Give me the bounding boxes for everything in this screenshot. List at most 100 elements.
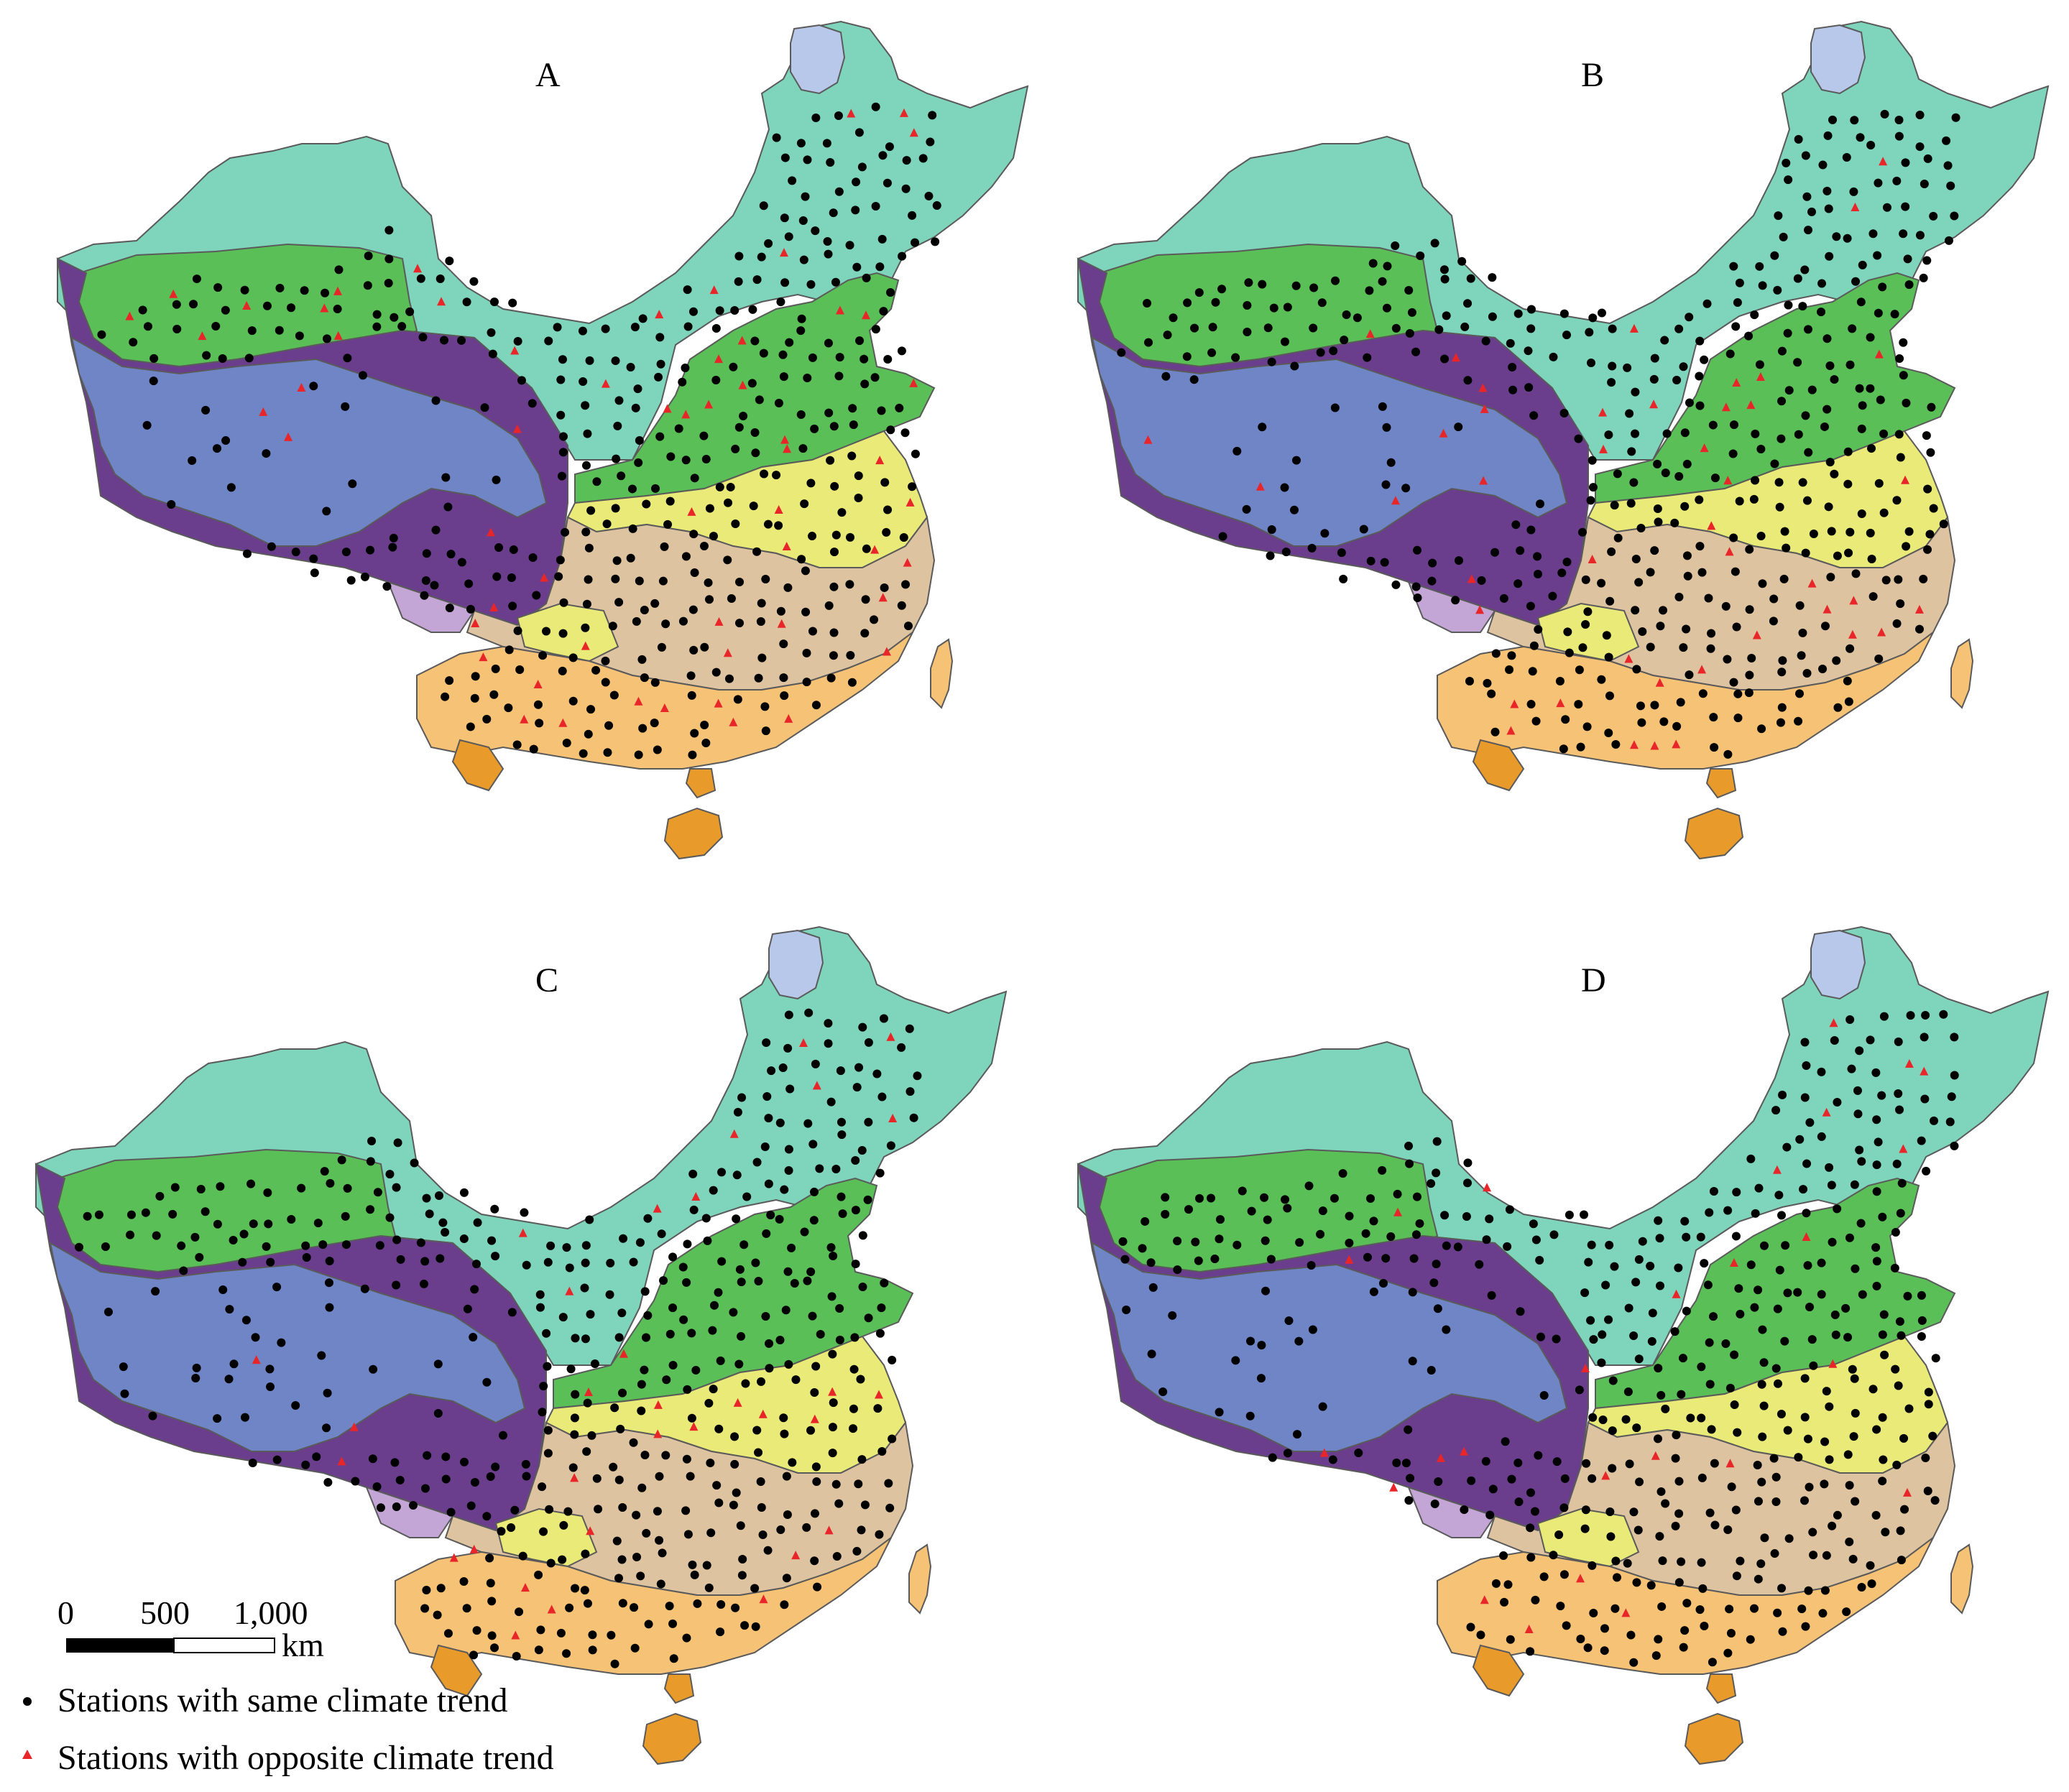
same-trend-station-marker	[488, 349, 497, 359]
same-trend-station-marker	[1626, 1630, 1636, 1640]
same-trend-station-marker	[1231, 353, 1240, 362]
panel-c: C	[35, 926, 1007, 1765]
same-trend-station-marker	[1207, 348, 1217, 357]
same-trend-station-marker	[1404, 1425, 1413, 1434]
same-trend-station-marker	[752, 1158, 762, 1167]
same-trend-station-marker	[681, 552, 691, 561]
same-trend-station-marker	[558, 448, 568, 457]
same-trend-station-marker	[737, 1571, 747, 1580]
same-trend-station-marker	[1638, 627, 1647, 636]
same-trend-station-marker	[1600, 1646, 1609, 1655]
same-trend-station-marker	[1366, 1194, 1376, 1204]
same-trend-station-marker	[661, 619, 671, 629]
same-trend-station-marker	[1411, 582, 1421, 591]
same-trend-station-marker	[1874, 1137, 1883, 1147]
same-trend-station-marker	[802, 1523, 811, 1532]
same-trend-station-marker	[1530, 1507, 1539, 1516]
same-trend-station-marker	[642, 1333, 651, 1342]
opposite-trend-station-marker	[1651, 1451, 1660, 1460]
same-trend-station-marker	[1923, 484, 1932, 494]
same-trend-station-marker	[1744, 688, 1754, 698]
same-trend-station-marker	[1853, 1109, 1863, 1119]
same-trend-station-marker	[120, 1389, 129, 1398]
same-trend-station-marker	[783, 1510, 792, 1520]
same-trend-station-marker	[809, 1216, 819, 1225]
same-trend-station-marker	[1526, 601, 1535, 611]
same-trend-station-marker	[730, 306, 739, 315]
same-trend-station-marker	[1337, 548, 1346, 558]
same-trend-station-marker	[614, 598, 624, 607]
same-trend-station-marker	[529, 744, 538, 754]
same-trend-station-marker	[932, 200, 941, 210]
same-trend-station-marker	[665, 1329, 675, 1339]
same-trend-station-marker	[590, 1359, 599, 1368]
same-trend-station-marker	[1503, 1242, 1512, 1251]
same-trend-station-marker	[752, 275, 762, 285]
opposite-trend-station-marker	[782, 542, 791, 551]
same-trend-station-marker	[1173, 1237, 1182, 1246]
same-trend-station-marker	[734, 422, 744, 432]
same-trend-station-marker	[1736, 1556, 1745, 1566]
same-trend-station-marker	[1795, 601, 1805, 610]
same-trend-station-marker	[83, 1211, 92, 1221]
same-trend-station-marker	[815, 1164, 824, 1173]
same-trend-station-marker	[425, 1209, 434, 1219]
opposite-trend-station-marker	[1483, 1183, 1492, 1192]
panel-label-a: A	[535, 56, 561, 94]
same-trend-station-marker	[368, 1454, 377, 1464]
opposite-trend-station-marker	[723, 648, 732, 657]
same-trend-station-marker	[1661, 1499, 1670, 1508]
same-trend-station-marker	[1874, 654, 1884, 663]
same-trend-station-marker	[396, 1255, 405, 1264]
opposite-trend-station-marker	[601, 379, 610, 388]
same-trend-station-marker	[885, 142, 894, 152]
same-trend-station-marker	[717, 1168, 727, 1177]
same-trend-station-marker	[1769, 594, 1779, 604]
same-trend-station-marker	[750, 336, 760, 346]
same-trend-station-marker	[632, 616, 641, 626]
same-trend-station-marker	[632, 1510, 641, 1520]
same-trend-station-marker	[780, 153, 790, 162]
same-trend-station-marker	[1797, 651, 1806, 660]
same-trend-station-marker	[609, 1462, 618, 1472]
same-trend-station-marker	[877, 406, 886, 415]
same-trend-station-marker	[1843, 447, 1853, 456]
same-trend-station-marker	[1794, 716, 1803, 726]
same-trend-station-marker	[1700, 1259, 1709, 1268]
opposite-trend-station-marker	[1729, 1258, 1738, 1267]
same-trend-station-marker	[509, 545, 518, 555]
same-trend-station-marker	[709, 1186, 718, 1195]
same-trend-station-marker	[1560, 1474, 1570, 1483]
same-trend-station-marker	[630, 323, 640, 332]
same-trend-station-marker	[1817, 279, 1827, 288]
same-trend-station-marker	[1873, 251, 1882, 260]
same-trend-station-marker	[1850, 116, 1859, 125]
same-trend-station-marker	[1710, 1459, 1719, 1468]
same-trend-station-marker	[683, 285, 692, 295]
opposite-trend-station-marker	[780, 435, 790, 444]
same-trend-station-marker	[1168, 1311, 1177, 1320]
opposite-trend-station-marker	[1707, 521, 1716, 530]
opposite-trend-station-marker	[125, 311, 134, 320]
same-trend-station-marker	[1442, 1325, 1451, 1334]
same-trend-station-marker	[262, 449, 271, 458]
same-trend-station-marker	[1415, 1219, 1424, 1228]
same-trend-station-marker	[1505, 1205, 1514, 1214]
same-trend-station-marker	[1820, 422, 1829, 431]
same-trend-station-marker	[681, 363, 690, 372]
same-trend-station-marker	[701, 739, 711, 747]
same-trend-station-marker	[1462, 1211, 1471, 1221]
same-trend-station-marker	[1412, 1192, 1421, 1201]
opposite-trend-station-marker	[828, 1387, 837, 1396]
same-trend-station-marker	[224, 1375, 234, 1384]
same-trend-station-marker	[1194, 1193, 1204, 1203]
opposite-trend-station-marker	[1365, 329, 1375, 338]
same-trend-station-marker	[539, 1527, 548, 1536]
same-trend-station-marker	[828, 1349, 837, 1359]
opposite-trend-station-marker	[1899, 1144, 1908, 1153]
same-trend-station-marker	[642, 499, 651, 509]
same-trend-station-marker	[1896, 1526, 1905, 1535]
opposite-trend-station-marker	[547, 1604, 556, 1614]
same-trend-station-marker	[1824, 502, 1833, 512]
same-trend-station-marker	[1695, 542, 1705, 551]
